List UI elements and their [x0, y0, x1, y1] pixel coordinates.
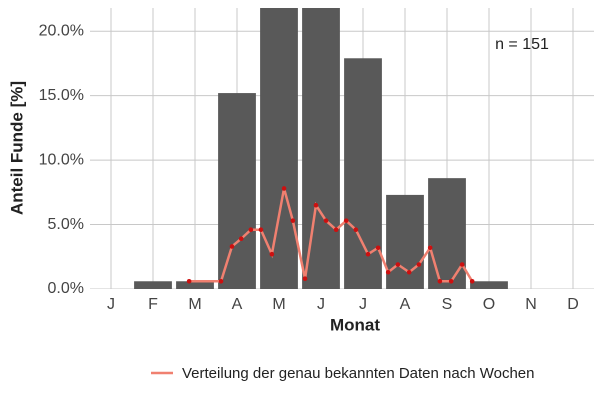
line-point	[281, 186, 287, 191]
y-tick-label: 5.0%	[48, 216, 84, 233]
legend-label: Verteilung der genau bekannten Daten nac…	[182, 365, 535, 382]
plot-area	[90, 8, 594, 289]
y-tick-label: 15.0%	[39, 87, 84, 104]
line-point	[238, 236, 244, 242]
line-point	[323, 218, 329, 223]
line-point	[469, 278, 475, 284]
x-tick-label: O	[483, 296, 495, 313]
x-tick-label: S	[442, 296, 453, 313]
x-tick-label: J	[107, 296, 115, 313]
line-point	[229, 244, 235, 249]
bar	[302, 8, 340, 289]
bar	[470, 281, 508, 289]
line-point	[248, 227, 254, 233]
line-point	[269, 251, 275, 257]
line-point	[302, 276, 308, 281]
line-point	[375, 245, 381, 251]
x-tick-label: D	[567, 296, 579, 313]
line-point	[437, 278, 443, 284]
line-point	[333, 227, 339, 233]
y-tick-label: 20.0%	[39, 22, 84, 39]
bar	[428, 178, 466, 289]
line-point	[395, 262, 401, 267]
line-point	[218, 278, 224, 284]
bar	[176, 281, 214, 289]
line-point	[427, 245, 433, 251]
line-point	[385, 269, 391, 275]
line-point	[353, 227, 359, 233]
line-point	[365, 251, 371, 257]
x-tick-label: A	[400, 296, 411, 313]
line-point	[416, 262, 422, 267]
x-axis-label: Monat	[330, 315, 380, 334]
line-point	[406, 269, 412, 275]
bar	[134, 281, 172, 289]
y-tick-label: 0.0%	[48, 280, 84, 297]
y-tick-label: 10.0%	[39, 151, 84, 168]
line-point	[258, 227, 264, 233]
line-point	[459, 262, 465, 267]
line-point	[343, 218, 349, 223]
x-tick-label: M	[188, 296, 201, 313]
x-tick-label: F	[148, 296, 158, 313]
line-point	[313, 202, 319, 208]
bar	[344, 58, 382, 289]
annotation: n = 151	[495, 36, 549, 53]
bar	[218, 93, 256, 289]
x-tick-label: J	[359, 296, 367, 313]
bar	[260, 8, 298, 289]
line-point	[448, 278, 454, 284]
bar	[386, 194, 424, 289]
x-tick-label: M	[272, 296, 285, 313]
x-tick-label: A	[232, 296, 243, 313]
y-axis-label: Anteil Funde [%]	[7, 81, 26, 215]
line-point	[290, 218, 296, 223]
x-tick-label: J	[317, 296, 325, 313]
x-tick-label: N	[525, 296, 537, 313]
line-point	[186, 278, 192, 284]
